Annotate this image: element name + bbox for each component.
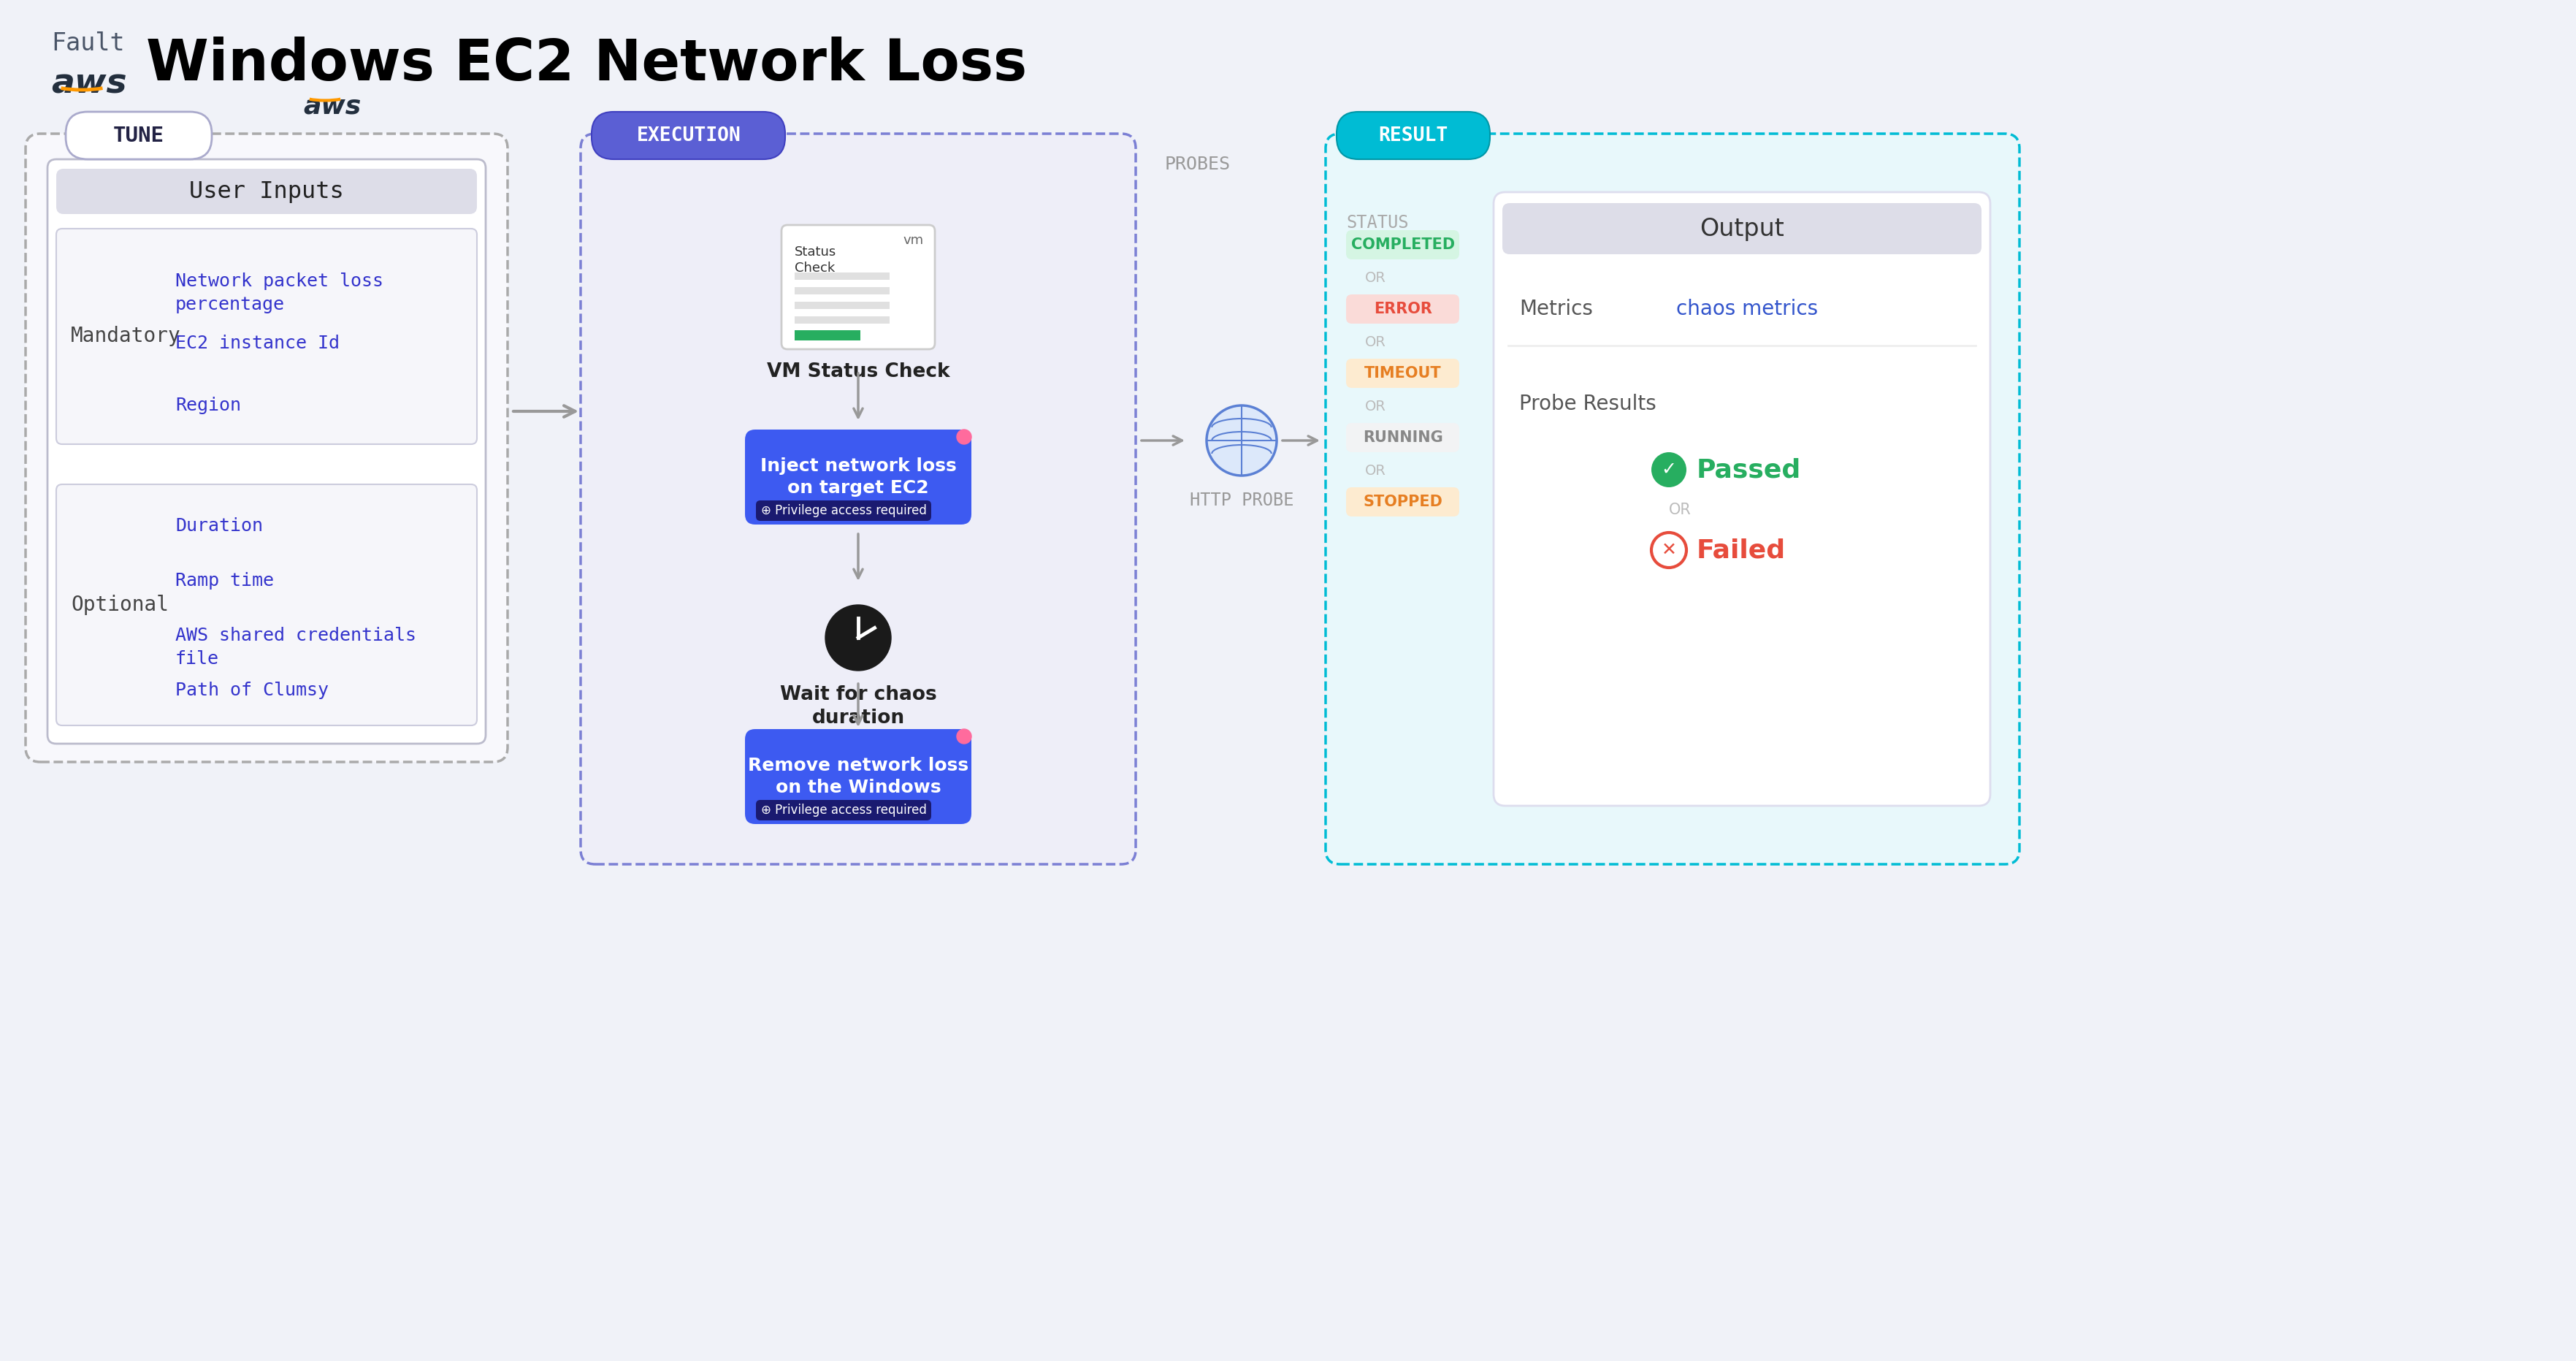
Text: RUNNING: RUNNING bbox=[1363, 430, 1443, 445]
Text: Optional: Optional bbox=[72, 595, 167, 615]
Text: Output: Output bbox=[1700, 216, 1785, 241]
FancyBboxPatch shape bbox=[744, 729, 971, 823]
FancyBboxPatch shape bbox=[1347, 487, 1458, 516]
Text: ✕: ✕ bbox=[1662, 542, 1677, 559]
FancyBboxPatch shape bbox=[1347, 359, 1458, 388]
Text: Mandatory: Mandatory bbox=[72, 327, 180, 347]
Text: RESULT: RESULT bbox=[1378, 127, 1448, 146]
FancyBboxPatch shape bbox=[1347, 230, 1458, 260]
Text: EXECUTION: EXECUTION bbox=[636, 127, 742, 146]
FancyBboxPatch shape bbox=[57, 229, 477, 444]
Text: Probe Results: Probe Results bbox=[1520, 393, 1656, 414]
Circle shape bbox=[956, 729, 971, 743]
Bar bbox=[793, 316, 889, 324]
FancyBboxPatch shape bbox=[26, 133, 507, 762]
Text: OR: OR bbox=[1365, 271, 1386, 284]
FancyBboxPatch shape bbox=[755, 501, 930, 521]
Text: Failed: Failed bbox=[1698, 538, 1785, 562]
Text: ✓: ✓ bbox=[1662, 461, 1677, 479]
Text: Network packet loss
percentage: Network packet loss percentage bbox=[175, 272, 384, 313]
Text: Path of Clumsy: Path of Clumsy bbox=[175, 682, 330, 700]
Text: Fault: Fault bbox=[52, 31, 124, 56]
FancyBboxPatch shape bbox=[57, 485, 477, 725]
Text: Inject network loss
on target EC2
instance: Inject network loss on target EC2 instan… bbox=[760, 457, 956, 519]
Text: User Inputs: User Inputs bbox=[188, 180, 345, 203]
Circle shape bbox=[824, 604, 891, 671]
FancyBboxPatch shape bbox=[781, 225, 935, 350]
Text: COMPLETED: COMPLETED bbox=[1352, 237, 1455, 252]
Circle shape bbox=[1206, 406, 1278, 475]
Text: STOPPED: STOPPED bbox=[1363, 494, 1443, 509]
Text: chaos metrics: chaos metrics bbox=[1677, 299, 1819, 320]
Text: Remove network loss
on the Windows
machine: Remove network loss on the Windows machi… bbox=[747, 757, 969, 818]
Bar bbox=[793, 302, 889, 309]
Circle shape bbox=[1651, 452, 1687, 487]
Text: AWS shared credentials
file: AWS shared credentials file bbox=[175, 627, 417, 667]
FancyBboxPatch shape bbox=[67, 112, 211, 159]
Text: ⊕ Privilege access required: ⊕ Privilege access required bbox=[760, 504, 927, 517]
Text: OR: OR bbox=[1669, 502, 1690, 517]
Bar bbox=[793, 272, 889, 280]
Text: OR: OR bbox=[1365, 464, 1386, 478]
Text: OR: OR bbox=[1365, 399, 1386, 414]
Text: aws: aws bbox=[304, 94, 361, 118]
FancyBboxPatch shape bbox=[1347, 423, 1458, 452]
FancyBboxPatch shape bbox=[46, 159, 487, 743]
Text: ⊕ Privilege access required: ⊕ Privilege access required bbox=[760, 803, 927, 817]
FancyBboxPatch shape bbox=[1502, 203, 1981, 255]
Text: STATUS: STATUS bbox=[1347, 214, 1409, 231]
Text: Region: Region bbox=[175, 396, 242, 414]
Text: TIMEOUT: TIMEOUT bbox=[1365, 366, 1443, 381]
FancyBboxPatch shape bbox=[1494, 192, 1991, 806]
FancyBboxPatch shape bbox=[580, 133, 1136, 864]
Text: EC2 instance Id: EC2 instance Id bbox=[175, 335, 340, 352]
FancyBboxPatch shape bbox=[744, 430, 971, 524]
Text: Duration: Duration bbox=[175, 517, 263, 535]
Text: HTTP PROBE: HTTP PROBE bbox=[1190, 491, 1293, 509]
Bar bbox=[793, 287, 889, 294]
Circle shape bbox=[956, 430, 971, 444]
Text: aws: aws bbox=[52, 68, 126, 101]
Text: PROBES: PROBES bbox=[1164, 155, 1231, 173]
Text: Status
Check: Status Check bbox=[793, 245, 837, 275]
Bar bbox=[793, 331, 860, 340]
Circle shape bbox=[1651, 532, 1687, 568]
Text: Windows EC2 Network Loss: Windows EC2 Network Loss bbox=[147, 37, 1028, 93]
Text: Ramp time: Ramp time bbox=[175, 572, 273, 589]
Text: Passed: Passed bbox=[1698, 457, 1801, 482]
Text: vm: vm bbox=[904, 234, 925, 246]
Text: Metrics: Metrics bbox=[1520, 299, 1592, 320]
Text: TUNE: TUNE bbox=[113, 125, 165, 146]
Text: ERROR: ERROR bbox=[1373, 302, 1432, 316]
FancyBboxPatch shape bbox=[592, 112, 786, 159]
FancyBboxPatch shape bbox=[755, 800, 930, 821]
FancyBboxPatch shape bbox=[1347, 294, 1458, 324]
Text: Wait for chaos
duration: Wait for chaos duration bbox=[781, 685, 938, 728]
Text: OR: OR bbox=[1365, 335, 1386, 348]
FancyBboxPatch shape bbox=[1337, 112, 1489, 159]
FancyBboxPatch shape bbox=[57, 169, 477, 214]
FancyBboxPatch shape bbox=[1327, 133, 2020, 864]
Text: VM Status Check: VM Status Check bbox=[768, 362, 951, 381]
